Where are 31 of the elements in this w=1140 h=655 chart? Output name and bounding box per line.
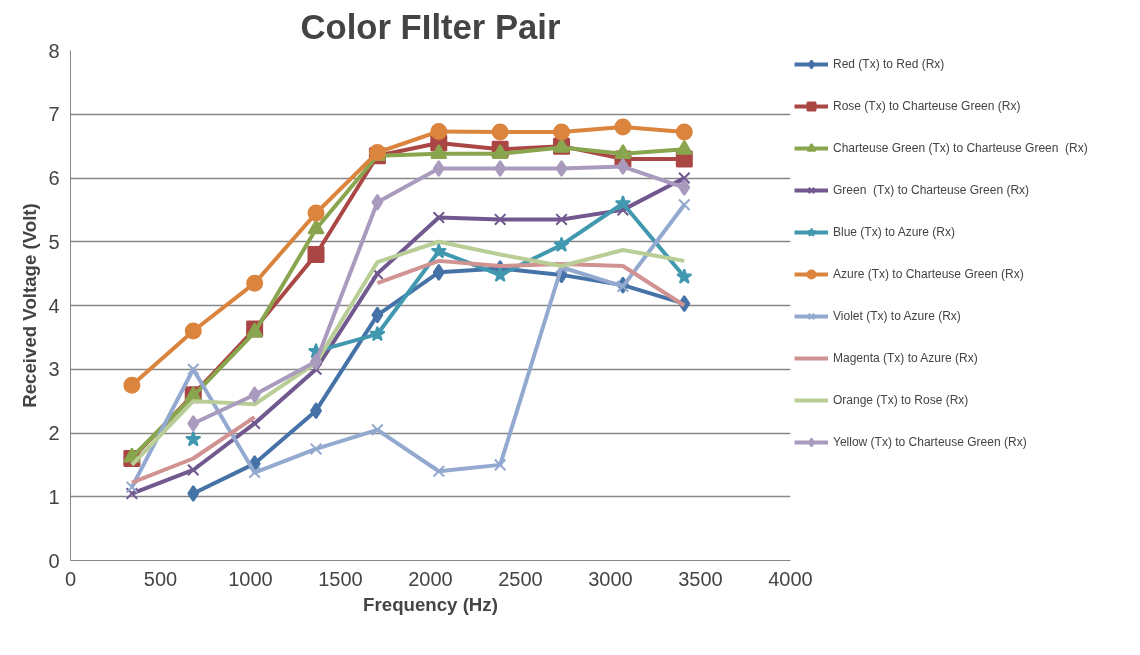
y-tick-label: 7: [48, 103, 60, 126]
x-axis-title: Frequency (Hz): [363, 593, 498, 615]
x-tick-label: 0: [64, 567, 77, 590]
y-tick-label: 3: [48, 358, 60, 381]
y-tick-label: 0: [48, 549, 60, 572]
legend-label: Magenta (Tx) to Azure (Rx): [833, 351, 978, 365]
y-tick-label: 1: [48, 485, 60, 508]
legend-label: Blue (Tx) to Azure (Rx): [833, 225, 956, 239]
legend-label: Yellow (Tx) to Charteuse Green (Rx): [833, 435, 1027, 449]
legend-label: Green (Tx) to Charteuse Green (Rx): [833, 183, 1030, 197]
x-tick-label: 3500: [678, 567, 723, 590]
x-tick-label: 3000: [588, 567, 633, 590]
legend-label: Orange (Tx) to Rose (Rx): [833, 393, 969, 407]
x-tick-label: 1000: [228, 567, 273, 590]
legend-label: Rose (Tx) to Charteuse Green (Rx): [833, 99, 1021, 113]
x-tick-label: 2000: [408, 567, 453, 590]
y-tick-label: 5: [48, 230, 60, 253]
y-tick-label: 6: [48, 167, 60, 189]
y-tick-label: 2: [48, 422, 60, 444]
y-tick-label: 4: [48, 294, 60, 317]
x-tick-label: 4000: [768, 567, 813, 590]
chart-title: Color FIlter Pair: [300, 7, 561, 46]
legend-label: Violet (Tx) to Azure (Rx): [833, 309, 961, 323]
legend-label: Red (Tx) to Red (Rx): [833, 57, 945, 71]
x-tick-label: 500: [143, 567, 178, 590]
y-tick-label: 8: [48, 39, 60, 62]
y-axis-title: Received Voltage (Volt): [19, 203, 41, 408]
x-tick-label: 2500: [498, 567, 543, 590]
x-tick-label: 1500: [318, 567, 363, 590]
legend-label: Azure (Tx) to Charteuse Green (Rx): [833, 267, 1024, 281]
legend-label: Charteuse Green (Tx) to Charteuse Green (Rx): [833, 141, 1088, 155]
